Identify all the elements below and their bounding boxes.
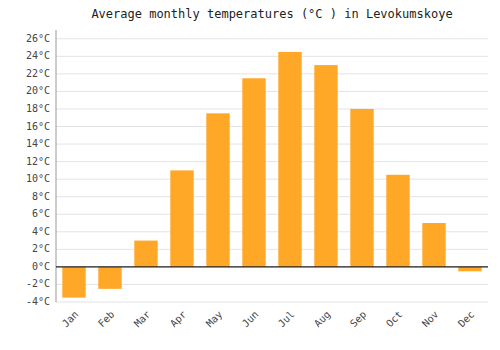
bar [350,109,373,267]
grid-line [56,214,488,215]
bar [278,52,301,267]
grid-line [56,302,488,303]
bar [242,78,265,267]
chart: -4°C -2°C 0°C 2°C 4°C 6°C 8°C 10°C 12°C 14°C 16°C 1… [0,0,500,350]
grid-line [56,56,488,57]
x-axis: Jan Feb Mar Apr May Jun Jul Aug Sep Oct Nov Dec [60,309,477,330]
grid-line [56,91,488,92]
y-tick-label: 8°C [32,191,50,202]
y-tick-label: -4°C [26,296,50,307]
grid-line [56,108,488,109]
x-tick-label: Feb [96,309,117,330]
y-tick-label: -2°C [26,278,50,289]
y-tick-label: 24°C [26,50,50,61]
bar [134,241,157,267]
y-tick-label: 4°C [32,226,50,237]
x-tick-label: Oct [384,309,405,330]
y-tick-label: 12°C [26,156,50,167]
x-tick-label: Sep [348,309,369,330]
y-tick-label: 10°C [26,173,50,184]
x-tick-label: Jan [60,309,81,330]
grid-line [56,38,488,39]
x-tick-label: Aug [312,309,333,330]
grid-line [56,126,488,127]
bar [314,65,337,267]
x-tick-label: Dec [456,309,477,330]
y-tick-label: 16°C [26,121,50,132]
y-tick-label: 22°C [26,68,50,79]
y-tick-label: 14°C [26,138,50,149]
y-tick-label: 26°C [26,33,50,44]
bar [98,267,121,289]
y-tick-label: 18°C [26,103,50,114]
zero-line [56,266,488,267]
bar [458,267,481,271]
y-axis-line [56,30,57,302]
bar [62,267,85,298]
x-tick-label: Apr [168,309,189,330]
y-tick-label: 6°C [32,208,50,219]
grid-line [56,73,488,74]
bar [170,170,193,267]
grid-line [56,144,488,145]
page: {"chart_data": {"type": "bar", "title": … [0,0,500,350]
x-tick-label: Jul [276,309,297,330]
grid [56,39,488,302]
grid-line [56,161,488,162]
grid-line [56,266,488,267]
x-tick-label: Mar [132,309,153,330]
bars [62,52,481,298]
bar [422,223,445,267]
bar [386,175,409,267]
grid-line [56,179,488,180]
y-tick-label: 20°C [26,85,50,96]
grid-line [56,196,488,197]
x-tick-label: Nov [420,309,441,330]
y-tick-label: 0°C [32,261,50,272]
y-tick-label: 2°C [32,243,50,254]
x-tick-label: May [204,309,225,330]
bar [206,113,229,267]
x-tick-label: Jun [240,309,261,330]
y-axis: -4°C -2°C 0°C 2°C 4°C 6°C 8°C 10°C 12°C 14°C 16°C 1… [26,30,56,307]
title: Average monthly temperatures (°C ) in Le… [91,7,452,21]
